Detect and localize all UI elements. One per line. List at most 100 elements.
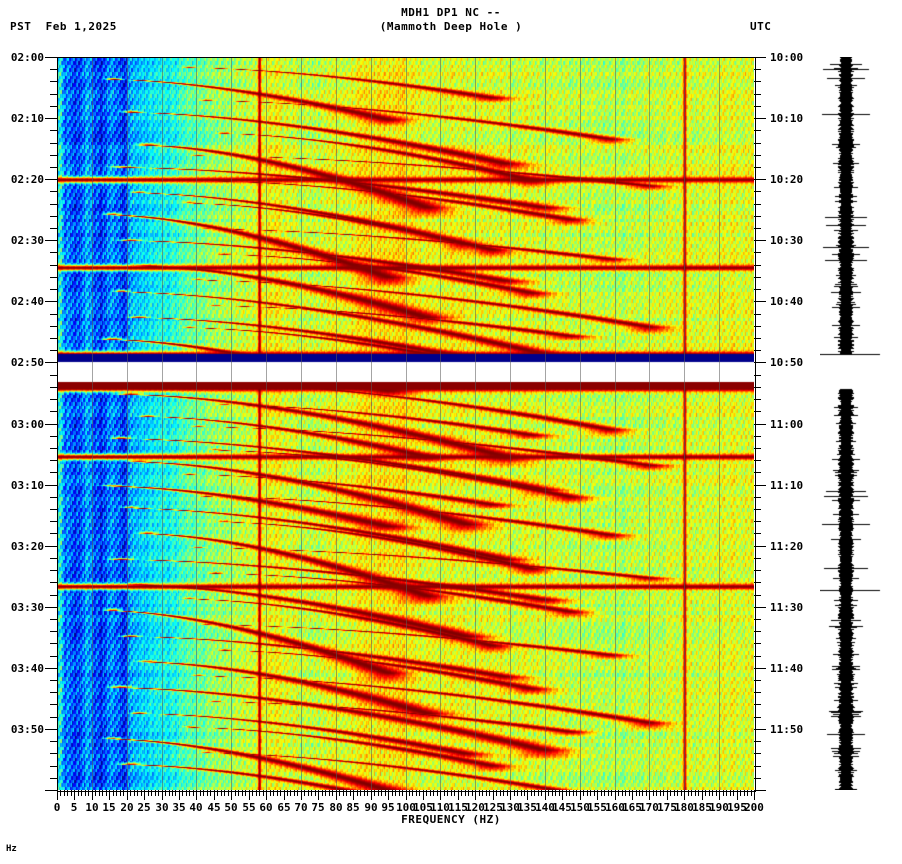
gridline-150hz (580, 57, 581, 790)
freq-minor-tick (287, 790, 288, 796)
gridline-180hz (684, 57, 685, 790)
freq-major-tick (336, 790, 337, 800)
right-minor-tick (754, 704, 761, 705)
freq-minor-tick (99, 790, 100, 796)
right-time-label: 10:10 (770, 112, 804, 125)
right-time-label: 11:50 (770, 723, 804, 736)
freq-minor-tick (472, 790, 473, 796)
freq-tick-label: 190 (709, 801, 729, 814)
right-time-label: 10:40 (770, 295, 804, 308)
station-code-title: MDH1 DP1 NC -- (401, 6, 501, 19)
left-time-label: 03:00 (10, 418, 44, 431)
right-major-tick (754, 301, 766, 302)
right-minor-tick (754, 448, 761, 449)
freq-major-tick (719, 790, 720, 800)
freq-minor-tick (357, 790, 358, 796)
freq-major-tick (510, 790, 511, 800)
freq-minor-tick (587, 790, 588, 796)
left-minor-tick (50, 680, 57, 681)
freq-minor-tick (245, 790, 246, 796)
freq-tick-label: 140 (535, 801, 555, 814)
left-minor-tick (50, 375, 57, 376)
freq-minor-tick (325, 790, 326, 796)
right-minor-tick (754, 411, 761, 412)
left-time-label: 02:00 (10, 51, 44, 64)
freq-tick-label: 45 (207, 801, 221, 814)
freq-minor-tick (433, 790, 434, 796)
right-time-label: 11:10 (770, 479, 804, 492)
left-time-label: 03:20 (10, 540, 44, 553)
spectrogram-plot (57, 57, 754, 790)
freq-minor-tick (67, 790, 68, 796)
freq-major-tick (74, 790, 75, 800)
freq-minor-tick (636, 790, 637, 796)
freq-minor-tick (629, 790, 630, 796)
left-minor-tick (50, 704, 57, 705)
right-minor-tick (754, 680, 761, 681)
freq-tick-label: 110 (430, 801, 450, 814)
spectrogram-canvas (57, 57, 754, 790)
left-minor-tick (50, 656, 57, 657)
freq-minor-tick (332, 790, 333, 796)
left-minor-tick (50, 204, 57, 205)
right-minor-tick (754, 692, 761, 693)
freq-major-tick (266, 790, 267, 800)
freq-minor-tick (479, 790, 480, 796)
left-minor-tick (50, 167, 57, 168)
left-major-tick (45, 57, 57, 58)
left-major-tick (45, 546, 57, 547)
freq-minor-tick (601, 790, 602, 796)
freq-tick-label: 180 (674, 801, 694, 814)
gridline-50hz (231, 57, 232, 790)
freq-minor-tick (158, 790, 159, 796)
freq-minor-tick (524, 790, 525, 796)
left-minor-tick (50, 631, 57, 632)
freq-major-tick (423, 790, 424, 800)
right-time-label: 10:50 (770, 356, 804, 369)
right-minor-tick (754, 326, 761, 327)
freq-minor-tick (517, 790, 518, 796)
freq-minor-tick (733, 790, 734, 796)
left-minor-tick (50, 387, 57, 388)
right-minor-tick (754, 216, 761, 217)
left-minor-tick (50, 94, 57, 95)
right-minor-tick (754, 509, 761, 510)
freq-tick-label: 70 (294, 801, 308, 814)
freq-tick-label: 20 (120, 801, 134, 814)
freq-tick-label: 200 (744, 801, 764, 814)
right-major-tick (754, 179, 766, 180)
freq-minor-tick (548, 790, 549, 796)
left-time-label: 03:50 (10, 723, 44, 736)
left-major-tick (45, 729, 57, 730)
freq-major-tick (440, 790, 441, 800)
left-minor-tick (50, 497, 57, 498)
freq-minor-tick (489, 790, 490, 796)
right-minor-tick (754, 643, 761, 644)
freq-minor-tick (151, 790, 152, 796)
right-minor-tick (754, 766, 761, 767)
header-timezone-right: UTC (750, 20, 772, 33)
left-minor-tick (50, 265, 57, 266)
freq-minor-tick (583, 790, 584, 796)
gridline-130hz (510, 57, 511, 790)
freq-major-tick (597, 790, 598, 800)
gridline-100hz (406, 57, 407, 790)
freq-minor-tick (514, 790, 515, 796)
freq-tick-label: 80 (329, 801, 343, 814)
freq-minor-tick (590, 790, 591, 796)
freq-minor-tick (625, 790, 626, 796)
freq-minor-tick (688, 790, 689, 796)
freq-minor-tick (412, 790, 413, 796)
left-minor-tick (50, 643, 57, 644)
freq-tick-label: 155 (587, 801, 607, 814)
left-time-label: 02:20 (10, 173, 44, 186)
freq-minor-tick (238, 790, 239, 796)
freq-minor-tick (360, 790, 361, 796)
right-minor-tick (754, 81, 761, 82)
right-time-label: 10:20 (770, 173, 804, 186)
freq-minor-tick (102, 790, 103, 796)
freq-tick-label: 65 (277, 801, 291, 814)
left-time-label: 03:10 (10, 479, 44, 492)
freq-minor-tick (106, 790, 107, 796)
freq-minor-tick (709, 790, 710, 796)
